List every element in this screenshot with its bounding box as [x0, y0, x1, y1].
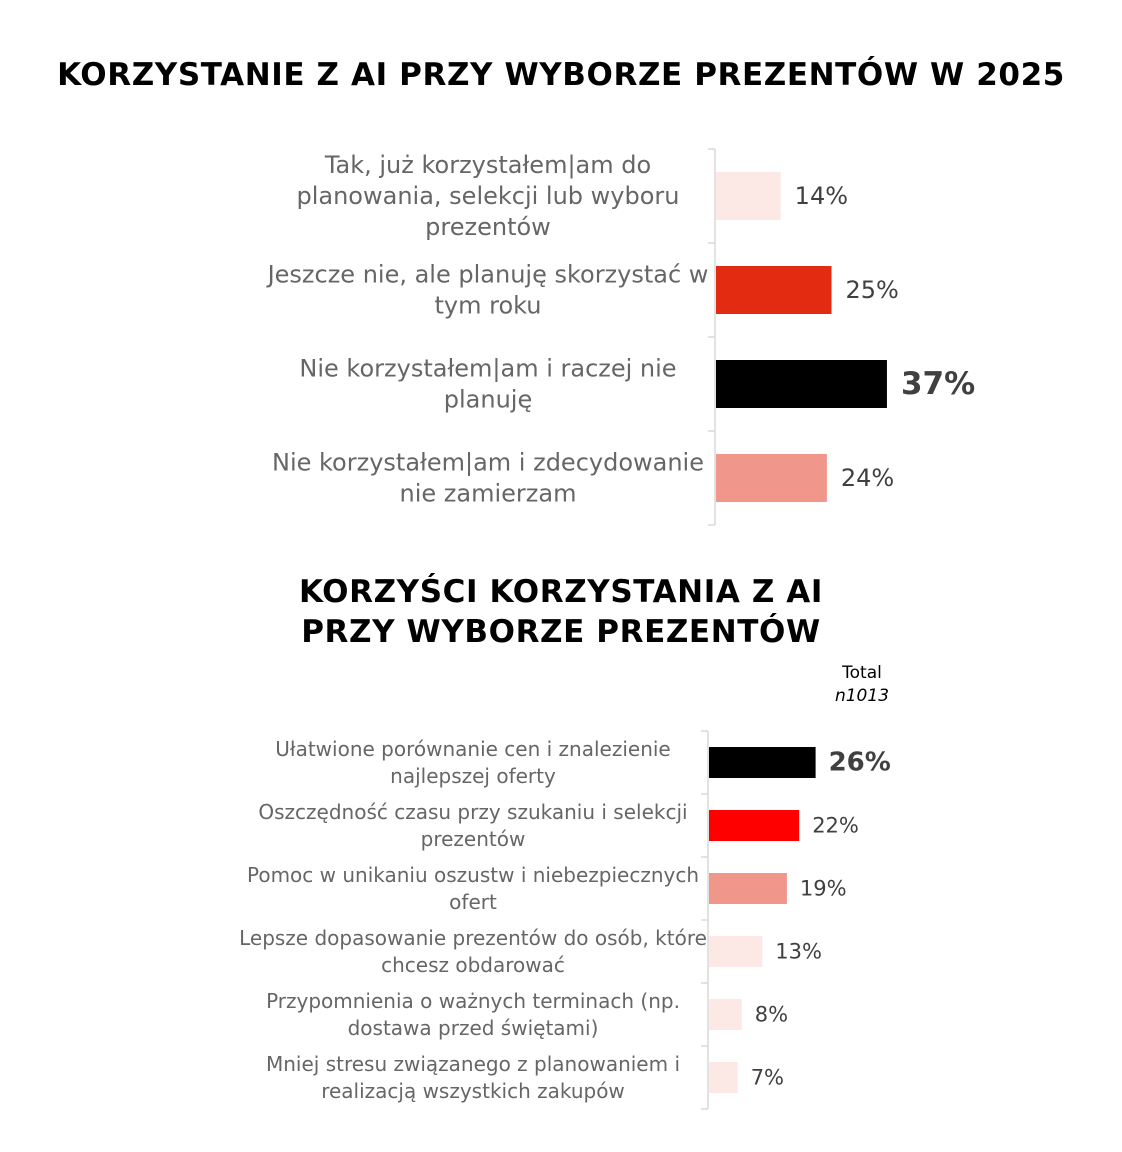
chart0-category-label-line: prezentów: [425, 213, 551, 241]
chart1-bar: [709, 810, 800, 841]
chart1-category-label: Oszczędność czasu przy szukaniu i selekc…: [258, 800, 687, 851]
chart0-category-label-line: tym roku: [434, 292, 541, 320]
chart0-category-label: Jeszcze nie, ale planuję skorzystać w tym…: [266, 261, 709, 320]
chart1-category-label-line: chcesz obdarować: [381, 953, 565, 977]
chart1-category-label-line: Pomoc w unikaniu oszustw i niebezpieczny…: [247, 863, 699, 887]
chart0-bar: [716, 266, 832, 314]
chart1-category-label-line: najlepszej oferty: [390, 764, 556, 788]
chart0-category-label: Tak, już korzystałem|am do planowania, se…: [296, 151, 679, 241]
chart0-value-label: 24%: [841, 464, 894, 492]
chart2-title-line-2: PRZY WYBORZE PREZENTÓW: [301, 614, 821, 650]
chart1-category-label-line: Ułatwione porównanie cen i znalezienie: [275, 737, 670, 761]
chart1-category-label: Przypomnienia o ważnych terminach (np. do…: [266, 989, 680, 1040]
chart1-category-label-line: Przypomnienia o ważnych terminach (np.: [266, 989, 680, 1013]
chart1-category-label: Mniej stresu związanego z planowaniem i r…: [266, 1052, 680, 1103]
chart0-bar: [716, 360, 887, 408]
chart0-category-label-line: Nie korzystałem|am i zdecydowanie: [272, 449, 704, 477]
chart1-category-label-line: prezentów: [421, 827, 526, 851]
chart0-category-label: Nie korzystałem|am i raczej nie planuję: [299, 355, 676, 414]
chart1-category-label: Lepsze dopasowanie prezentów do osób, kt…: [239, 926, 707, 977]
chart1-category-label-line: Mniej stresu związanego z planowaniem i: [266, 1052, 680, 1076]
chart0-value-label: 14%: [795, 182, 848, 210]
chart1-category-label-line: Oszczędność czasu przy szukaniu i selekc…: [258, 800, 687, 824]
chart1-bar: [709, 747, 816, 778]
column-header-total: Total: [842, 663, 882, 683]
chart1-value-label: 7%: [751, 1066, 784, 1090]
chart1-bar: [709, 873, 787, 904]
chart1-category-label-line: realizacją wszystkich zakupów: [321, 1079, 625, 1103]
chart0-bar: [716, 454, 827, 502]
chart0-bar: [716, 172, 781, 220]
chart1-category-label-line: dostawa przed świętami): [348, 1016, 599, 1040]
chart0-category-label: Nie korzystałem|am i zdecydowanie nie zam…: [272, 449, 704, 508]
chart1-bar: [709, 999, 742, 1030]
sample-size-label: n1013: [834, 686, 890, 706]
chart1-title: KORZYSTANIE Z AI PRZY WYBORZE PREZENTÓW …: [57, 57, 1065, 93]
chart1-category-label-line: Lepsze dopasowanie prezentów do osób, kt…: [239, 926, 707, 950]
chart0-category-label-line: planuję: [444, 386, 532, 414]
chart1-value-label: 19%: [800, 877, 847, 901]
chart0-category-label-line: nie zamierzam: [400, 480, 577, 508]
chart0-category-label-line: Tak, już korzystałem|am do: [324, 151, 651, 179]
chart2-title-line-1: KORZYŚCI KORZYSTANIA Z AI: [298, 574, 824, 610]
chart1-category-label: Ułatwione porównanie cen i znalezienie na…: [275, 737, 670, 788]
chart0-value-label: 25%: [846, 276, 899, 304]
chart1-bar: [709, 1062, 738, 1093]
chart2-title: KORZYŚCI KORZYSTANIA Z AI PRZY WYBORZE P…: [0, 572, 1122, 652]
chart1-bar: [709, 936, 763, 967]
chart1-value-label: 13%: [775, 940, 822, 964]
chart1-category-label: Pomoc w unikaniu oszustw i niebezpieczny…: [247, 863, 699, 914]
chart1-value-label: 8%: [755, 1003, 788, 1027]
chart1-value-label: 22%: [812, 814, 859, 838]
chart0-category-label-line: Nie korzystałem|am i raczej nie: [299, 355, 676, 383]
chart1-value-label: 26%: [829, 748, 891, 778]
chart0-category-label-line: Jeszcze nie, ale planuję skorzystać w: [266, 261, 709, 289]
chart0-value-label: 37%: [901, 366, 975, 402]
chart1-category-label-line: ofert: [449, 890, 497, 914]
chart0-category-label-line: planowania, selekcji lub wyboru: [296, 182, 679, 210]
